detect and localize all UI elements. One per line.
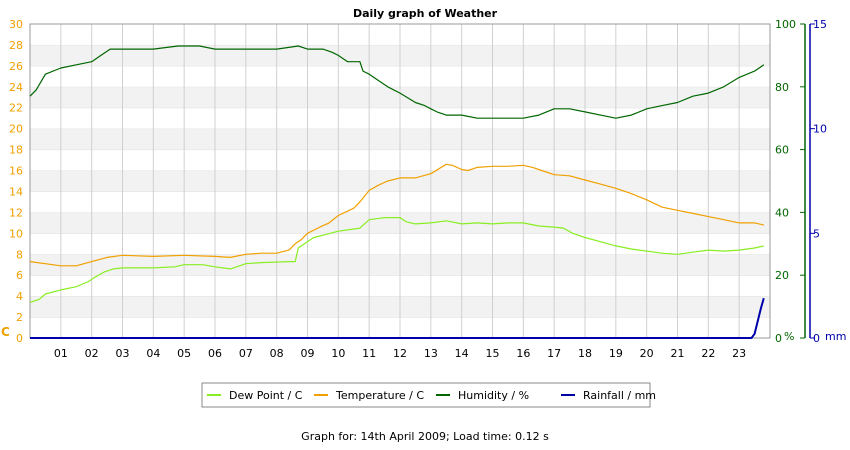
x-tick-label: 01	[54, 347, 68, 360]
temperature-axis-tick-label: 18	[9, 144, 23, 157]
x-tick-label: 14	[455, 347, 469, 360]
x-tick-label: 12	[393, 347, 407, 360]
rainfall-series-line	[30, 297, 765, 339]
temperature-axis-tick-label: 24	[9, 81, 23, 94]
x-tick-label: 23	[732, 347, 746, 360]
temperature-axis-tick-label: 10	[9, 227, 23, 240]
temperature-axis-tick-label: 8	[16, 248, 23, 261]
humidity-axis-tick-label: 100	[775, 18, 796, 31]
x-tick-label: 17	[547, 347, 561, 360]
x-tick-label: 20	[640, 347, 654, 360]
rainfall-axis-tick-label: 15	[813, 18, 827, 31]
humidity-legend-label: Humidity / %	[458, 389, 529, 402]
temperature-axis-tick-label: 20	[9, 123, 23, 136]
temperature-series-line	[29, 163, 764, 267]
x-tick-label: 07	[239, 347, 253, 360]
temperature-axis-tick-label: 26	[9, 60, 23, 73]
humidity-axis-unit: %	[784, 330, 794, 343]
x-tick-label: 11	[362, 347, 376, 360]
x-tick-label: 19	[609, 347, 623, 360]
dew-point-series-line	[29, 217, 764, 303]
rainfall-axis-tick-label: 0	[813, 332, 820, 345]
vertical-gridlines	[60, 24, 740, 338]
temperature-axis-tick-label: 28	[9, 39, 23, 52]
x-tick-label: 02	[85, 347, 99, 360]
humidity-axis-tick-label: 80	[775, 81, 789, 94]
temperature-axis-tick-label: 12	[9, 206, 23, 219]
humidity-axis-tick-label: 60	[775, 144, 789, 157]
temperature-axis-tick-label: 30	[9, 18, 23, 31]
temperature-axis-tick-label: 16	[9, 165, 23, 178]
x-tick-label: 21	[671, 347, 685, 360]
humidity-axis-tick-label: 20	[775, 269, 789, 282]
footer-status: Graph for: 14th April 2009; Load time: 0…	[301, 430, 549, 443]
rainfall-legend-label: Rainfall / mm	[583, 389, 656, 402]
series-layer	[29, 45, 765, 339]
x-tick-label: 03	[116, 347, 130, 360]
temperature-axis-tick-label: 22	[9, 102, 23, 115]
legend-box	[201, 382, 651, 408]
x-tick-label: 09	[301, 347, 315, 360]
dew-point-legend-label: Dew Point / C	[229, 389, 303, 402]
rainfall-axis-tick-label: 10	[813, 123, 827, 136]
x-tick-label: 04	[146, 347, 160, 360]
humidity-series-line	[29, 45, 765, 119]
temperature-axis-tick-label: 14	[9, 185, 23, 198]
rainfall-axis-unit: mm	[825, 330, 846, 343]
temperature-axis-tick-label: 2	[16, 311, 23, 324]
temperature-axis-unit: C	[1, 325, 10, 339]
x-tick-label: 13	[424, 347, 438, 360]
x-tick-label: 16	[516, 347, 530, 360]
humidity-axis-tick-label: 40	[775, 206, 789, 219]
rainfall-axis-tick-label: 5	[813, 227, 820, 240]
chart-legend: Dew Point / C Temperature / C Humidity / %…	[201, 382, 656, 408]
humidity-axis-tick-label: 0	[775, 332, 782, 345]
temperature-axis-tick-label: 4	[16, 290, 23, 303]
x-tick-label: 15	[486, 347, 500, 360]
temperature-legend-label: Temperature / C	[335, 389, 424, 402]
temperature-axis-tick-label: 6	[16, 269, 23, 282]
temperature-axis-tick-label: 0	[16, 332, 23, 345]
x-tick-label: 08	[270, 347, 284, 360]
x-tick-label: 06	[208, 347, 222, 360]
x-tick-label: 05	[177, 347, 191, 360]
chart-title: Daily graph of Weather	[353, 7, 498, 20]
x-tick-label: 10	[331, 347, 345, 360]
x-tick-label: 18	[578, 347, 592, 360]
x-tick-label: 22	[701, 347, 715, 360]
axes-layer: 01 02 03 04 05 06 07 08 09 10 11 12 13 14 15 16 17 18 19 20…	[1, 18, 846, 360]
